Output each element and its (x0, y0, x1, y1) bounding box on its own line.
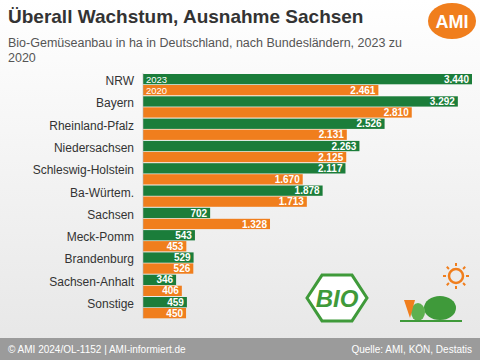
sun-ray (455, 263, 457, 266)
bar (143, 252, 194, 262)
bio-logo-text: BIO (316, 285, 359, 312)
bar (143, 208, 210, 218)
chart-container: Überall Wachstum, Ausnahme Sachsen Bio-Ge… (0, 0, 480, 360)
bar (143, 85, 378, 95)
background (0, 0, 480, 360)
data-label: 702 (190, 208, 207, 219)
data-label: 2.526 (357, 118, 382, 129)
carrot-icon (404, 300, 415, 318)
bar (143, 107, 412, 117)
data-label: 2.810 (384, 107, 409, 118)
category-label: Sachsen-Anhalt (49, 275, 134, 289)
bar (143, 74, 472, 84)
bar (143, 241, 186, 251)
data-label: 3.440 (444, 74, 469, 85)
footer-bar (0, 338, 480, 360)
sun-icon (449, 269, 463, 283)
data-label: 346 (156, 274, 173, 285)
data-label: 2.131 (319, 129, 344, 140)
labels: NRW Bayern Rheinland-Pfalz Niedersachsen Sch… (33, 74, 470, 319)
category-label: Rheinland-Pfalz (49, 119, 134, 133)
title: Überall Wachstum, Ausnahme Sachsen (8, 6, 363, 27)
ground-line (400, 320, 462, 322)
bar (143, 275, 176, 285)
bar (143, 297, 187, 307)
sun-ray (447, 267, 449, 269)
ami-logo-shape (428, 3, 476, 39)
sun-ray (455, 286, 457, 289)
subtitle: Bio-Gemüseanbau in ha in Deutschland, na… (8, 36, 402, 65)
category-label: Meck-Pomm (67, 230, 134, 244)
data-label: 3.292 (430, 96, 455, 107)
legend-entry: 2023 (146, 74, 167, 85)
bar (143, 96, 458, 106)
bar (143, 197, 307, 207)
ami-logo-text: AMI (436, 12, 469, 32)
footer-source: Quelle: AMI, KÖN, Destatis (351, 344, 472, 355)
bar (143, 152, 346, 162)
data-label: 2.125 (318, 152, 343, 163)
bar (143, 119, 385, 129)
data-label: 543 (175, 230, 192, 241)
category-label: Brandenburg (65, 252, 134, 266)
category-label: Bayern (96, 96, 134, 110)
ami-logo: AMI (428, 3, 476, 39)
bio-logo: BIO (307, 275, 367, 321)
footer-left: © AMI 2024/OL-1152 | AMI-informiert.de (8, 344, 186, 355)
bar (143, 130, 347, 140)
axis-line (143, 73, 144, 318)
sun-ray (447, 283, 449, 285)
category-label: Sonstige (87, 297, 134, 311)
bar (143, 308, 186, 318)
sun-ray (443, 275, 446, 277)
bar (143, 230, 195, 240)
bars (143, 74, 472, 318)
bar (143, 219, 270, 229)
bar (143, 186, 323, 196)
bar (143, 163, 345, 173)
sun-ray (463, 283, 465, 285)
data-label: 2.461 (350, 85, 375, 96)
data-label: 1.328 (242, 219, 267, 230)
vegetable-icon (400, 263, 469, 321)
bar (143, 286, 182, 296)
bar (143, 263, 193, 273)
chart-svg: Überall Wachstum, Ausnahme Sachsen Bio-Ge… (0, 0, 480, 360)
bar (143, 174, 303, 184)
data-label: 1.878 (295, 185, 320, 196)
cabbage-icon (424, 296, 456, 320)
legend-entry: 2020 (146, 85, 167, 96)
category-label: Schleswig-Holstein (33, 163, 134, 177)
data-label: 450 (166, 308, 183, 319)
bio-hexagon (307, 275, 367, 321)
data-label: 453 (167, 241, 184, 252)
data-label: 1.713 (279, 196, 304, 207)
data-label: 459 (167, 297, 184, 308)
category-label: Ba-Würtem. (70, 186, 134, 200)
category-label: Niedersachsen (54, 141, 134, 155)
data-label: 1.670 (275, 174, 300, 185)
data-label: 406 (162, 285, 179, 296)
data-label: 526 (174, 263, 191, 274)
data-label: 2.263 (331, 141, 356, 152)
category-label: Sachsen (87, 208, 134, 222)
sun-ray (466, 275, 469, 277)
data-label: 529 (174, 252, 191, 263)
bar (143, 141, 359, 151)
category-label: NRW (106, 74, 135, 88)
sun-ray (463, 267, 465, 269)
data-label: 2.117 (318, 163, 343, 174)
